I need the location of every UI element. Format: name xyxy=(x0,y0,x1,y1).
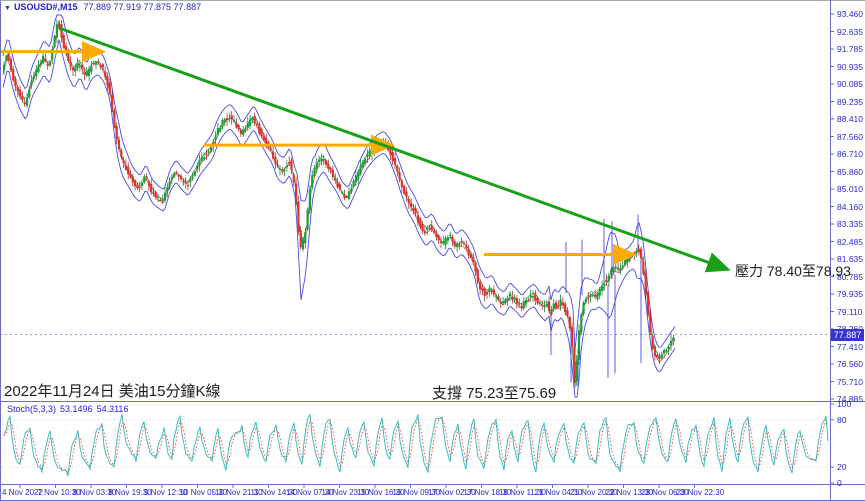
time-tick-label: 17 Nov 18:30 xyxy=(463,488,512,497)
time-tick-label: 11 Nov 14:30 xyxy=(250,488,298,497)
time-tick-label: 7 Nov 10:30 xyxy=(37,488,81,497)
stoch-scale-label: 80 xyxy=(837,414,847,425)
time-tick-label: 17 Nov 02:30 xyxy=(428,488,476,497)
price-tick-label: 93.460 xyxy=(837,9,863,19)
price-tick-label: 90.935 xyxy=(837,61,863,72)
time-tick-label: 23 Nov 22:30 xyxy=(676,488,725,497)
resistance-annotation[interactable]: 壓力 78.40至78.93 xyxy=(735,263,851,279)
price-tick-label: 77.410 xyxy=(837,341,863,352)
stoch-scale-label: 20 xyxy=(837,462,847,473)
price-tick-label: 83.335 xyxy=(837,219,863,229)
lower-band-line xyxy=(2,39,676,398)
price-tick-label: 91.785 xyxy=(837,44,863,54)
stoch-d-line xyxy=(3,417,829,473)
time-tick-label: 10 Nov 05:30 xyxy=(179,488,228,497)
chart-title: ▼ USOUSD#,M15 77.889 77.919 77.875 77.887 xyxy=(4,2,201,12)
price-tick-label: 89.235 xyxy=(837,96,863,107)
price-tick-label: 76.560 xyxy=(837,359,863,369)
candles-group xyxy=(2,19,675,386)
descending-trendline[interactable] xyxy=(58,26,731,273)
stoch-k-value: 53.1496 xyxy=(60,404,93,414)
time-tick-label: 14 Nov 23:30 xyxy=(321,488,370,497)
price-tick-label: 80.785 xyxy=(837,271,863,282)
upper-band-line xyxy=(2,14,676,351)
price-tick-label: 84.160 xyxy=(837,201,863,212)
price-tick-label: 86.710 xyxy=(837,149,863,159)
chart-ohlc-values: 77.889 77.919 77.875 77.887 xyxy=(83,2,202,12)
price-tick-label: 85.860 xyxy=(837,166,863,177)
price-tick-label: 92.635 xyxy=(837,26,863,37)
price-tick-label: 88.410 xyxy=(837,114,863,124)
stoch-d-value: 54.3116 xyxy=(96,404,129,414)
price-tick-label: 90.085 xyxy=(837,79,863,89)
price-tick-label: 82.485 xyxy=(837,236,863,247)
price-tick-label: 79.110 xyxy=(837,306,863,317)
stoch-scale-label: 0 xyxy=(837,478,842,488)
time-tick-label: 4 Nov 2022 xyxy=(2,488,43,497)
time-tick-label: 22 Nov 13:30 xyxy=(605,488,654,497)
price-tick-label: 85.010 xyxy=(837,184,863,194)
time-tick-label: 9 Nov 12:30 xyxy=(144,488,188,497)
support-annotation[interactable]: 支撐 75.23至75.69 xyxy=(432,385,557,402)
stoch-scale-label: 100 xyxy=(837,399,852,409)
price-tick-label: 81.635 xyxy=(837,254,863,264)
time-tick-label: 18 Nov 11:30 xyxy=(499,488,546,497)
time-tick-label: 15 Nov 16:30 xyxy=(357,488,405,497)
time-tick-label: 8 Nov 03:30 xyxy=(73,488,117,497)
time-tick-label: 8 Nov 19:30 xyxy=(108,488,152,497)
time-tick-label: 21 Nov 04:30 xyxy=(534,488,583,497)
time-tick-label: 14 Nov 07:30 xyxy=(286,488,334,497)
chart-symbol-period: USOUSD#,M15 xyxy=(13,2,78,12)
price-tick-label: 79.935 xyxy=(837,289,863,299)
current-price-badge: 77.887 xyxy=(831,328,864,341)
price-tick-label: 75.710 xyxy=(837,376,863,387)
time-tick-label: 16 Nov 09:30 xyxy=(392,488,441,497)
stoch-indicator-label: Stoch(5,3,3) 53.1496 54.3116 xyxy=(7,404,132,414)
chart-caption: 2022年11月24日 美油15分鐘K線 xyxy=(4,383,221,400)
stoch-k-line xyxy=(3,413,829,477)
time-tick-label: 23 Nov 06:30 xyxy=(641,488,689,497)
time-tick-label: 21 Nov 20:30 xyxy=(570,488,618,497)
stoch-name: Stoch(5,3,3) xyxy=(7,404,57,414)
time-tick-label: 10 Nov 21:30 xyxy=(215,488,263,497)
price-tick-label: 74.885 xyxy=(837,394,863,404)
price-tick-label: 87.560 xyxy=(837,131,863,142)
chart-dropdown-icon[interactable]: ▼ xyxy=(4,5,11,12)
